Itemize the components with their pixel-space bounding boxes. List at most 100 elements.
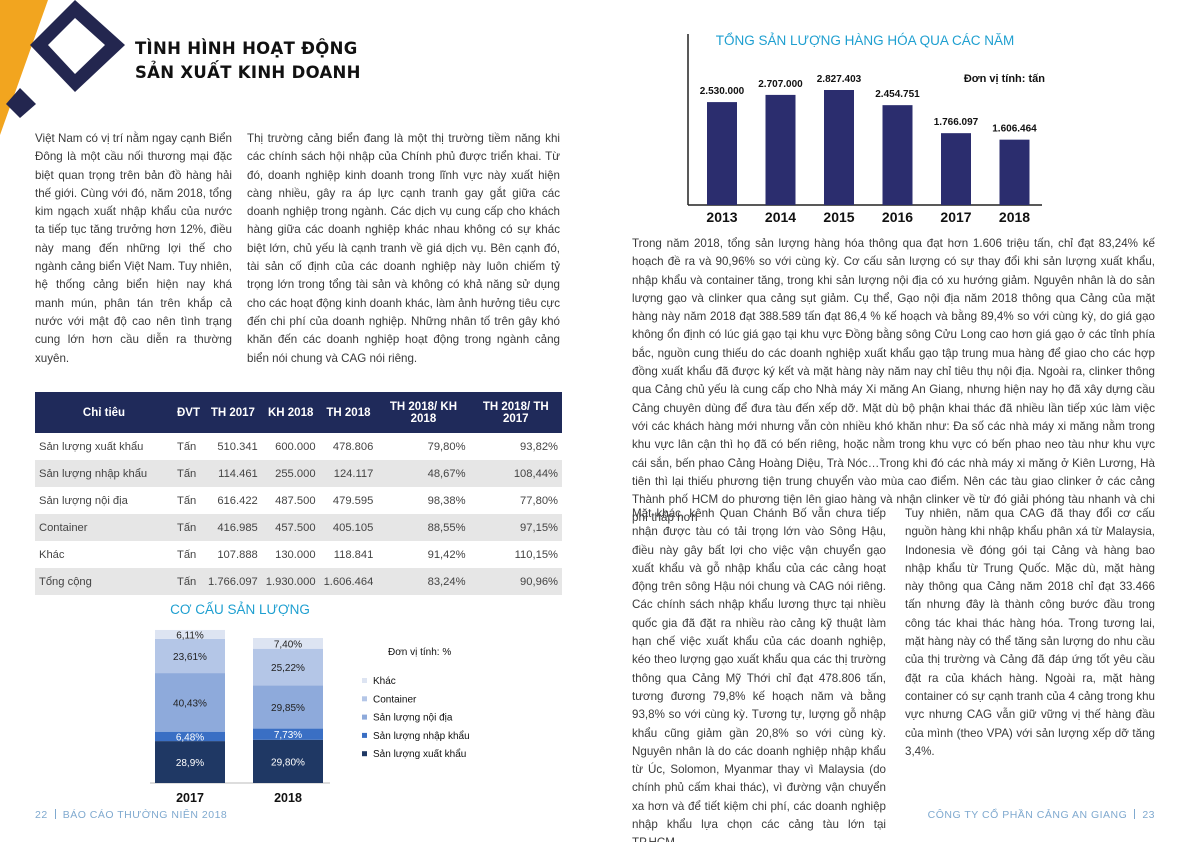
value-label: 25,22%	[271, 663, 305, 674]
header-cell: TH 2018/ KH 2018	[377, 392, 470, 433]
bar-segment	[155, 638, 225, 674]
volume-chart: TỔNG SẢN LƯỢNG HÀNG HÓA QUA CÁC NĂM Đơn v…	[687, 33, 1045, 225]
value-label: 7,40%	[274, 639, 302, 650]
table-cell: Tấn	[177, 494, 197, 507]
table-cell: Tấn	[173, 568, 204, 595]
table-cell: Tấn	[177, 548, 197, 561]
table-cell: 93,82%	[520, 440, 558, 453]
value-label: 29,85%	[271, 703, 305, 714]
table-cell: 487.500	[275, 494, 316, 507]
paragraph: Trong năm 2018, tổng sản lượng hàng hóa …	[632, 237, 1155, 525]
table-cell: 478.806	[332, 440, 374, 453]
chart-title: CƠ CẤU SẢN LƯỢNG	[170, 602, 310, 617]
table-cell: Tấn	[173, 514, 204, 541]
header-row: Chỉ tiêu ĐVT TH 2017 KH 2018 TH 2018 TH 2018/…	[35, 392, 562, 433]
x-tick-label: 2018	[274, 791, 302, 805]
bar-segment	[155, 741, 225, 783]
page-number: 22	[35, 809, 48, 821]
table-cell: 107.888	[217, 548, 258, 561]
value-label: 2.530.000	[700, 86, 745, 97]
table-cell: 600.000	[275, 440, 316, 453]
table-cell: 405.105	[319, 514, 378, 541]
bar-segment	[155, 731, 225, 742]
paragraph: Thị trường cảng biển đang là một thị trư…	[247, 132, 560, 365]
legend-label: Container	[373, 694, 417, 705]
table-row: Tổng cộng Tấn 1.766.097 1.930.000 1.606.464 8…	[35, 568, 562, 595]
table-cell: 114.461	[204, 460, 262, 487]
header-cell: TH 2018/ TH 2017	[469, 392, 562, 433]
table-cell: 110,15%	[514, 548, 558, 561]
value-label: 40,43%	[173, 698, 207, 709]
legend-label: Khác	[373, 676, 396, 687]
decoration	[0, 0, 125, 135]
title-line: SẢN XUẤT KINH DOANH	[135, 63, 361, 82]
heading: TÌNH HÌNH HOẠT ĐỘNG SẢN XUẤT KINH DOANH	[135, 37, 361, 85]
legend-swatch	[362, 732, 367, 738]
value-label: 2.454.751	[875, 89, 920, 100]
table-cell: 479.595	[332, 494, 374, 507]
legend-swatch	[362, 696, 367, 702]
x-tick-label: 2017	[176, 791, 204, 805]
bar-segment	[253, 739, 323, 783]
header-cell: TH 2018	[319, 392, 378, 433]
header-cell: ĐVT	[173, 392, 204, 433]
table-row: Container Tấn 416.985 457.500 405.105 88,55% 9…	[35, 514, 562, 541]
value-label: 6,48%	[176, 732, 204, 743]
table-cell: 108,44%	[469, 460, 562, 487]
table-row: Sản lượng nội địa Tấn 616.422 487.500 479.59…	[35, 487, 562, 514]
table-cell: Tấn	[173, 460, 204, 487]
legend-swatch	[362, 751, 367, 757]
bar-segment	[253, 728, 323, 740]
x-tick-label: 2018	[999, 209, 1030, 225]
bar	[999, 139, 1030, 205]
table-cell: 83,24%	[377, 568, 470, 595]
data-table: Chỉ tiêu ĐVT TH 2017 KH 2018 TH 2018 TH 2018/…	[35, 392, 562, 595]
table-cell: Sản lượng nội địa	[39, 494, 128, 507]
value-label: 7,73%	[274, 730, 302, 741]
footer-right: CÔNG TY CỔ PHẦN CẢNG AN GIANG 23	[928, 809, 1155, 821]
table-cell: Sản lượng nhập khẩu	[35, 460, 173, 487]
table-cell: 77,80%	[520, 494, 558, 507]
table-cell: 48,67%	[377, 460, 470, 487]
table-cell: Tổng cộng	[35, 568, 173, 595]
table-row: Khác Tấn 107.888 130.000 118.841 91,42% 110,15…	[35, 541, 562, 568]
title-line: TÌNH HÌNH HOẠT ĐỘNG	[135, 39, 358, 58]
bar-segment	[253, 648, 323, 686]
paragraph: Tuy nhiên, năm qua CAG đã thay đổi cơ cấ…	[905, 507, 1155, 758]
table-cell: 416.985	[204, 514, 262, 541]
paragraph: Mặt khác, kênh Quan Chánh Bố vẫn chưa ti…	[632, 507, 886, 842]
x-tick-label: 2015	[823, 209, 854, 225]
value-label: 2.707.000	[758, 79, 803, 90]
table-cell: Sản lượng xuất khẩu	[39, 440, 144, 453]
table-cell: Khác	[39, 548, 65, 561]
footer-text: CÔNG TY CỔ PHẦN CẢNG AN GIANG	[927, 809, 1128, 821]
table-cell: 510.341	[217, 440, 258, 453]
legend-swatch	[362, 678, 367, 683]
bar-segment	[155, 673, 225, 732]
header-cell: KH 2018	[261, 392, 320, 433]
table-row: Sản lượng xuất khẩu Tấn 510.341 600.000 478.…	[35, 433, 562, 460]
table-cell: 91,42%	[427, 548, 466, 561]
table-cell: Container	[35, 514, 173, 541]
bar-segment	[155, 629, 225, 639]
paragraph: Việt Nam có vị trí nằm ngay cạnh Biển Đô…	[35, 132, 232, 365]
value-label: 29,80%	[271, 757, 305, 768]
legend-swatch	[362, 714, 367, 720]
table-cell: 130.000	[275, 548, 316, 561]
table-cell: 1.930.000	[261, 568, 320, 595]
value-label: 23,61%	[173, 652, 207, 663]
header-cell: TH 2017	[204, 392, 262, 433]
legend-label: Sản lượng nhập khẩu	[373, 730, 470, 742]
legend-label: Sản lượng nội địa	[373, 713, 453, 724]
table-cell: 90,96%	[469, 568, 562, 595]
bar	[941, 133, 971, 205]
chart-title: TỔNG SẢN LƯỢNG HÀNG HÓA QUA CÁC NĂM	[716, 33, 1014, 48]
table-cell: 1.606.464	[319, 568, 378, 595]
footer-left: 22 BÁO CÁO THƯỜNG NIÊN 2018	[35, 809, 227, 821]
header-cell: Chỉ tiêu	[35, 392, 173, 433]
x-tick-label: 2013	[706, 209, 737, 225]
table-cell: 97,15%	[469, 514, 562, 541]
x-tick-label: 2016	[882, 209, 913, 225]
legend-label: Sản lượng xuất khẩu	[373, 748, 466, 760]
